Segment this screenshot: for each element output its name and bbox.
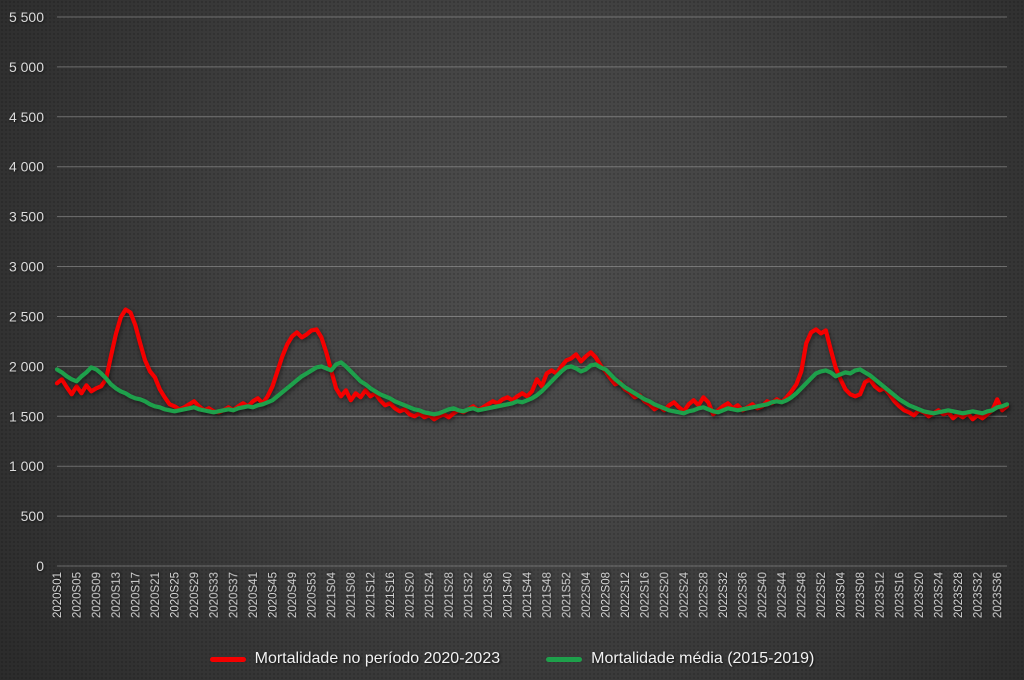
legend-item-period: Mortalidade no período 2020-2023 (209, 650, 501, 668)
x-axis-tick-label: 2021S36 (483, 572, 495, 618)
x-axis-tick-label: 2021S08 (346, 572, 358, 618)
x-axis-tick-label: 2020S45 (268, 572, 280, 618)
x-axis-tick-label: 2020S05 (72, 572, 84, 618)
x-axis-tick-label: 2021S44 (522, 571, 534, 618)
x-axis-tick-label: 2023S32 (973, 572, 985, 618)
x-axis-tick-label: 2022S08 (601, 572, 613, 618)
x-axis-tick-label: 2021S12 (365, 572, 377, 618)
x-axis-tick-label: 2023S24 (933, 571, 945, 618)
x-axis-tick-label: 2020S01 (52, 572, 64, 618)
series-line-period-2020-2023 (54, 307, 1010, 422)
legend-item-average: Mortalidade média (2015-2019) (546, 650, 814, 668)
x-axis-tick-label: 2020S49 (287, 572, 299, 618)
x-axis-tick-label: 2020S41 (248, 572, 260, 618)
x-axis-tick-label: 2022S48 (796, 572, 808, 618)
x-axis-tick-label: 2023S36 (992, 572, 1004, 618)
legend-label-average: Mortalidade média (2015-2019) (591, 650, 815, 667)
series-line-average-2015-2019 (54, 360, 1010, 417)
x-axis-tick-label: 2022S52 (816, 572, 828, 618)
x-axis-tick-label: 2021S24 (424, 571, 436, 618)
x-axis-tick-label: 2022S40 (757, 572, 769, 618)
x-axis-tick-label: 2023S12 (875, 572, 887, 618)
x-axis-tick-label: 2022S32 (718, 572, 730, 618)
x-axis-tick-label: 2021S40 (503, 572, 515, 618)
y-axis-tick-label: 5 500 (9, 9, 44, 25)
x-axis-tick-label: 2020S37 (228, 572, 240, 618)
x-axis-tick-label: 2020S21 (150, 572, 162, 618)
x-axis-tick-label: 2021S48 (542, 572, 554, 618)
y-axis-tick-label: 4 500 (9, 109, 44, 125)
y-axis-tick-label: 1 000 (9, 458, 44, 474)
x-axis-tick-label: 2023S04 (836, 571, 848, 618)
y-axis-tick-label: 500 (21, 508, 45, 524)
x-axis-tick-label: 2022S44 (777, 571, 789, 618)
x-axis-tick-label: 2022S28 (698, 572, 710, 618)
x-axis-tick-label: 2021S16 (385, 572, 397, 618)
x-axis-tick-label: 2021S20 (405, 572, 417, 618)
legend: Mortalidade no período 2020-2023 Mortali… (0, 650, 1024, 668)
x-axis-tick-label: 2021S28 (444, 572, 456, 618)
x-axis-tick-label: 2020S25 (170, 572, 182, 618)
x-axis-tick-label: 2020S33 (209, 572, 221, 618)
y-axis-tick-label: 2 500 (9, 309, 44, 325)
y-axis-tick-label: 4 000 (9, 159, 44, 175)
x-axis-tick-label: 2023S20 (914, 572, 926, 618)
y-axis-tick-label: 3 500 (9, 209, 44, 225)
legend-label-period: Mortalidade no período 2020-2023 (254, 650, 501, 667)
x-axis-tick-label: 2022S16 (640, 572, 652, 618)
x-axis-tick-label: 2020S29 (189, 572, 201, 618)
y-axis-tick-label: 0 (36, 558, 44, 574)
x-axis-tick-label: 2021S32 (463, 572, 475, 618)
x-axis-tick-label: 2022S36 (738, 572, 750, 618)
x-axis-tick-label: 2022S04 (581, 571, 593, 618)
y-axis-tick-label: 3 000 (9, 259, 44, 275)
x-axis-tick-label: 2020S09 (91, 572, 103, 618)
y-axis-tick-label: 2 000 (9, 358, 44, 374)
y-axis-tick-label: 1 500 (9, 408, 44, 424)
red-series-swatch (209, 656, 246, 662)
x-axis-tick-label: 2022S12 (620, 572, 632, 618)
x-axis-tick-label: 2023S28 (953, 572, 965, 618)
y-axis-tick-label: 5 000 (9, 59, 44, 75)
x-axis-tick-label: 2020S13 (111, 572, 123, 618)
x-axis-tick-label: 2022S20 (659, 572, 671, 618)
x-axis-tick-label: 2023S08 (855, 572, 867, 618)
x-axis-tick-label: 2021S04 (326, 571, 338, 618)
green-series-swatch (546, 656, 583, 662)
x-axis-tick-label: 2021S52 (561, 572, 573, 618)
x-axis-tick-label: 2022S24 (679, 571, 691, 618)
x-axis-tick-label: 2020S53 (307, 572, 319, 618)
x-axis-tick-label: 2023S16 (894, 572, 906, 618)
x-axis-tick-label: 2020S17 (130, 572, 142, 618)
